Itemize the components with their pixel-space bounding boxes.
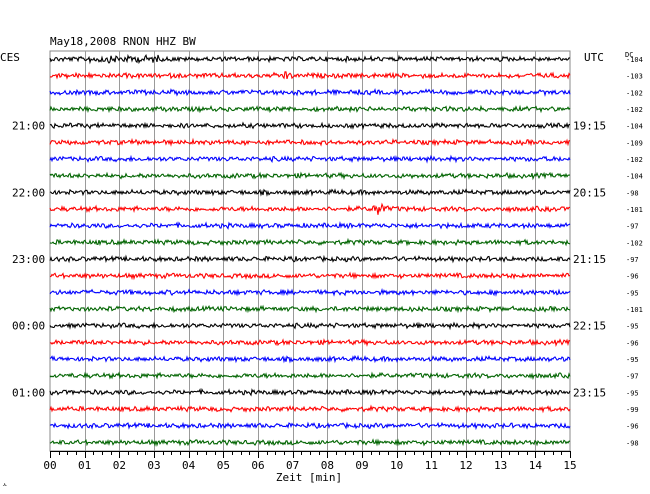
dc-offset-label: -104 (626, 173, 643, 181)
trace-row-21 (49, 404, 571, 414)
left-timezone-label: CES (0, 51, 20, 64)
trace-row-9 (49, 202, 570, 215)
dc-offset-label: -102 (626, 239, 643, 247)
trace-row-12 (49, 254, 571, 264)
trace-row-17 (49, 338, 571, 347)
trace-row-1 (49, 71, 571, 80)
left-hour-label: 22:00 (12, 186, 45, 199)
right-hour-label: 20:15 (573, 186, 606, 199)
trace-row-14 (49, 288, 571, 297)
trace-row-7 (49, 171, 570, 181)
plot-grid (49, 50, 571, 452)
dc-offset-label: -96 (626, 273, 639, 281)
trace-row-10 (49, 221, 571, 230)
dc-offset-label: -95 (626, 389, 639, 397)
trace-row-5 (49, 137, 571, 147)
chart-title: May18,2008 RNON HHZ BW (50, 35, 196, 48)
trace-row-4 (49, 121, 571, 131)
x-tick-label: 03 (147, 459, 160, 472)
right-hour-label: 23:15 (573, 386, 606, 399)
dc-offset-label: -101 (626, 206, 643, 214)
dc-offset-label: -97 (626, 373, 639, 381)
right-hour-labels: 19:15 20:15 21:15 22:15 23:15 (573, 120, 606, 400)
dc-offset-label: -97 (626, 223, 639, 231)
dc-offset-label: -104 (626, 123, 643, 131)
dc-offset-label: -102 (626, 106, 643, 114)
trace-row-0 (49, 53, 570, 65)
trace-row-23 (49, 438, 571, 447)
right-hour-label: 19:15 (573, 120, 606, 133)
x-tick-label: 15 (563, 459, 576, 472)
dc-offset-label: -103 (626, 73, 643, 81)
x-tick-label: 04 (182, 459, 196, 472)
trace-row-22 (49, 421, 571, 431)
dc-offset-label: -98 (626, 439, 639, 447)
dc-offset-label: -99 (626, 406, 639, 414)
dc-header-label: DC (625, 51, 633, 59)
x-tick-label: 08 (321, 459, 334, 472)
dc-offset-label: -104 (626, 56, 643, 64)
left-hour-label: 01:00 (12, 386, 45, 399)
trace-row-8 (49, 188, 571, 197)
dc-offset-label: -96 (626, 339, 639, 347)
dc-offset-labels: -104 -103 -102 -102 -104 -109 -102 -104 -98 -101 -… (626, 56, 643, 447)
x-tick-label: 12 (459, 459, 472, 472)
seismogram-traces (49, 53, 571, 447)
trace-row-3 (49, 104, 571, 114)
x-tick-label: 00 (43, 459, 56, 472)
trace-row-16 (49, 321, 571, 331)
x-tick-label: 06 (251, 459, 264, 472)
dc-offset-label: -97 (626, 256, 639, 264)
right-hour-label: 21:15 (573, 253, 606, 266)
dc-offset-label: -102 (626, 89, 643, 97)
x-tick-label: 14 (529, 459, 543, 472)
left-hour-label: 21:00 (12, 120, 45, 133)
dc-offset-label: -95 (626, 356, 639, 364)
left-hour-label: 23:00 (12, 253, 45, 266)
left-hour-labels: 21:00 22:00 23:00 00:00 01:00 (12, 120, 45, 400)
trace-row-2 (49, 87, 571, 97)
dc-offset-label: -101 (626, 306, 643, 314)
x-tick-label: 11 (425, 459, 438, 472)
x-tick-label: 13 (494, 459, 507, 472)
right-timezone-label: UTC (584, 51, 604, 64)
x-tick-label: 02 (113, 459, 126, 472)
x-axis: 00 01 02 03 04 05 06 07 08 09 10 11 12 13 14 15 (43, 451, 577, 472)
trace-row-20 (49, 388, 571, 397)
x-tick-label: 07 (286, 459, 299, 472)
dc-offset-label: -96 (626, 423, 639, 431)
left-hour-label: 00:00 (12, 320, 45, 333)
footer-mark: ㅅ (2, 482, 8, 489)
trace-row-6 (49, 154, 571, 164)
trace-row-15 (49, 304, 571, 314)
trace-row-13 (49, 271, 571, 281)
dc-offset-label: -109 (626, 139, 643, 147)
right-hour-label: 22:15 (573, 320, 606, 333)
trace-row-18 (49, 354, 571, 364)
dc-offset-label: -102 (626, 156, 643, 164)
dc-offset-label: -95 (626, 323, 639, 331)
x-tick-label: 01 (78, 459, 91, 472)
dc-offset-label: -98 (626, 189, 639, 197)
trace-row-19 (49, 371, 571, 380)
trace-row-11 (49, 237, 571, 247)
x-axis-title: Zeit [min] (276, 471, 342, 484)
x-tick-label: 09 (355, 459, 368, 472)
x-tick-label: 10 (390, 459, 403, 472)
x-tick-label: 05 (217, 459, 230, 472)
dc-offset-label: -95 (626, 289, 639, 297)
